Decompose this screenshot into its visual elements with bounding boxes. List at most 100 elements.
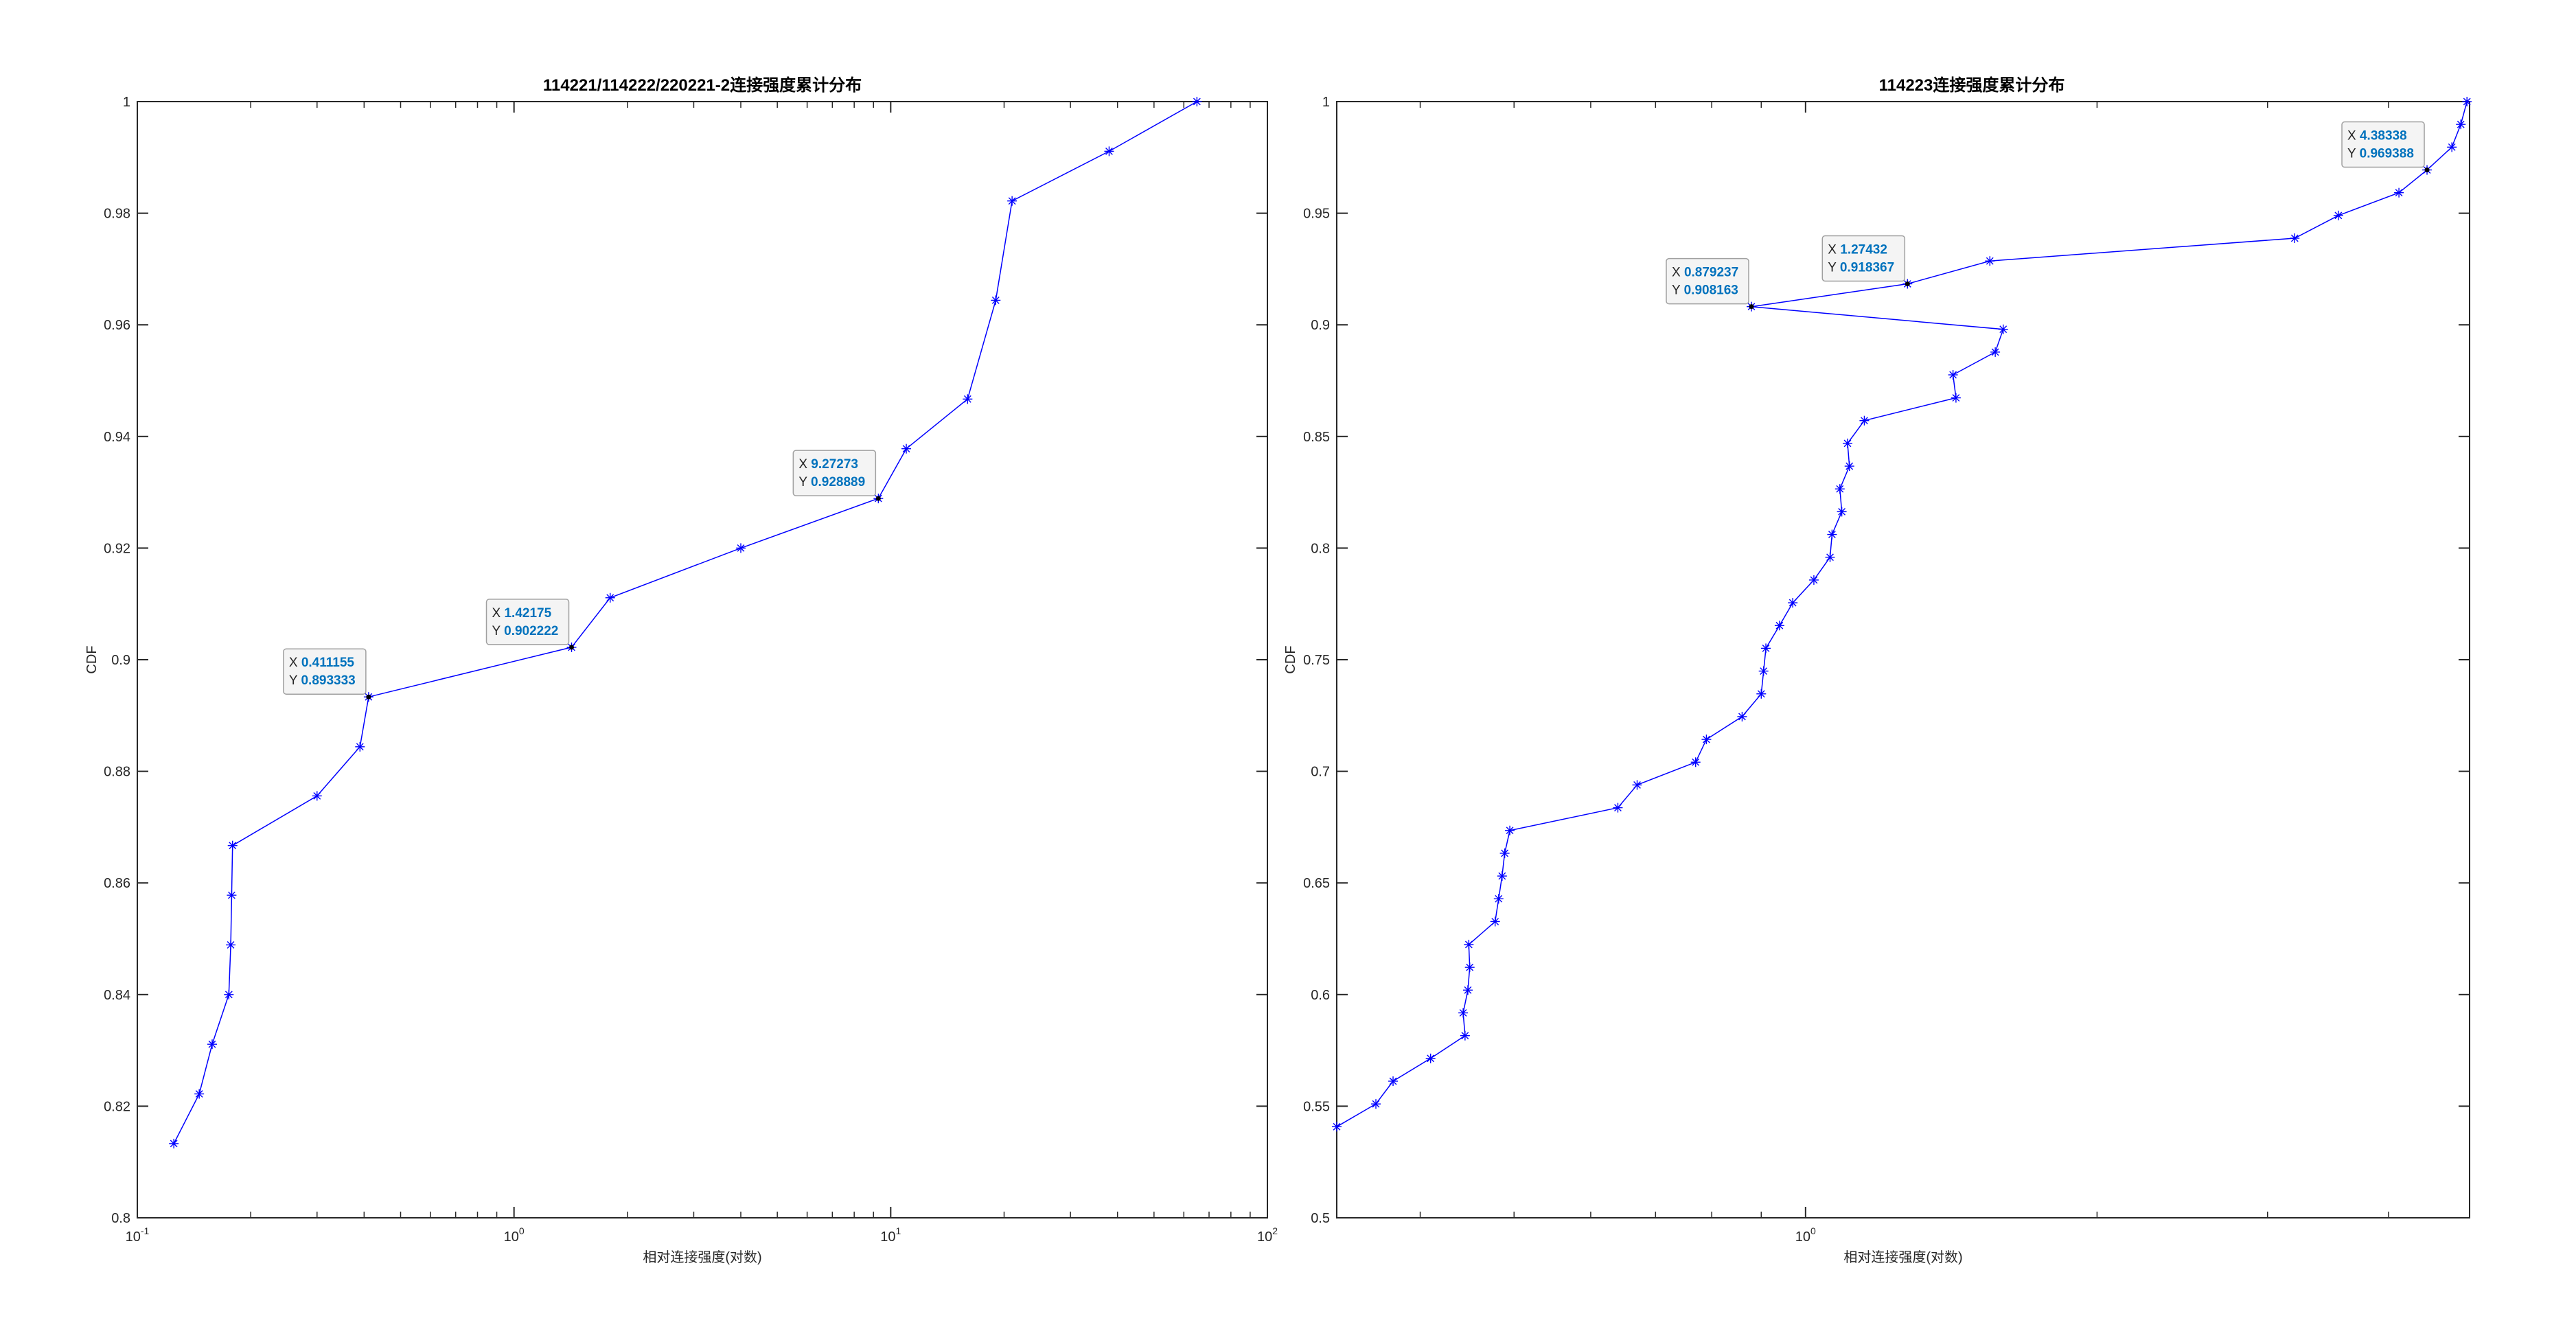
- data-point-marker: [1837, 507, 1847, 517]
- x-tick-label: 100: [504, 1225, 525, 1245]
- y-tick-label: 0.55: [1303, 1099, 1330, 1114]
- y-tick-label: 0.84: [104, 988, 130, 1003]
- datatip-marker: [2424, 168, 2430, 173]
- data-point-marker: [1948, 370, 1958, 380]
- data-point-marker: [226, 940, 236, 950]
- data-point-marker: [1774, 621, 1784, 631]
- data-point-marker: [2333, 210, 2343, 220]
- data-point-marker: [1835, 484, 1845, 494]
- left-y-axis-label: CDF: [84, 645, 100, 673]
- right-axes[interactable]: 114223连接强度累计分布 0.50.550.60.650.70.750.80…: [1283, 76, 2472, 1265]
- left-tick-labels: 0.8 0.82 0.84 0.86 0.88 0.9 0.92 0.94 0.96 0.98 1 1…: [104, 95, 1278, 1245]
- data-point-marker: [1104, 146, 1114, 157]
- data-point-marker: [1788, 598, 1798, 608]
- y-tick-label: 1: [123, 95, 130, 110]
- right-y-axis-label: CDF: [1283, 645, 1298, 673]
- data-point-marker: [1505, 825, 1515, 835]
- data-point-marker: [1332, 1122, 1342, 1132]
- data-point-marker: [1425, 1053, 1436, 1063]
- data-point-marker: [1464, 939, 1474, 949]
- data-point-marker: [1464, 962, 1475, 973]
- left-x-axis-label: 相对连接强度(对数): [643, 1249, 761, 1265]
- data-point-marker: [224, 989, 234, 1000]
- y-tick-label: 0.8: [111, 1211, 130, 1226]
- y-tick-label: 1: [1322, 95, 1330, 110]
- datatip-box: [1821, 235, 1906, 282]
- datatip-marker: [1905, 281, 1910, 286]
- datatip-marker: [1749, 304, 1754, 310]
- datatip[interactable]: X 0.411155 Y 0.893333: [283, 648, 371, 700]
- datatip[interactable]: X 1.27432 Y 0.918367: [1821, 235, 1910, 286]
- datatip-box: [283, 648, 367, 695]
- data-point-marker: [227, 840, 238, 851]
- right-chart-title: 114223连接强度累计分布: [1879, 76, 2065, 95]
- data-point-marker: [2462, 97, 2472, 106]
- y-tick-label: 0.85: [1303, 430, 1330, 445]
- datatip-box: [2341, 121, 2425, 168]
- data-point-marker: [1462, 985, 1473, 995]
- y-tick-label: 0.6: [1311, 988, 1330, 1003]
- datatip-x-line: X 9.27273: [798, 457, 858, 472]
- datatip-x-line: X 0.411155: [289, 656, 355, 670]
- y-tick-label: 0.98: [104, 207, 130, 222]
- data-point-marker: [355, 741, 365, 752]
- datatip-box: [485, 599, 570, 645]
- y-tick-label: 0.9: [111, 653, 130, 668]
- series-line: [1336, 101, 2468, 1127]
- data-point-marker: [312, 791, 322, 801]
- data-point-marker: [2290, 233, 2300, 244]
- y-tick-label: 0.5: [1311, 1211, 1330, 1226]
- x-tick-label: 101: [880, 1225, 901, 1245]
- left-chart-title: 114221/114222/220221-2连接强度累计分布: [543, 76, 862, 95]
- datatip-y-line: Y 0.902222: [492, 624, 559, 638]
- datatip-marker: [569, 645, 575, 650]
- data-point-marker: [1756, 689, 1767, 699]
- y-tick-label: 0.7: [1311, 765, 1330, 780]
- data-point-marker: [963, 394, 973, 404]
- y-tick-label: 0.95: [1303, 207, 1330, 222]
- y-tick-label: 0.94: [104, 430, 130, 445]
- left-series-line: [169, 97, 1202, 1148]
- datatip-y-line: Y 0.928889: [798, 475, 865, 489]
- data-point-marker: [1951, 393, 1961, 403]
- y-tick-label: 0.82: [104, 1099, 130, 1114]
- datatip[interactable]: X 1.42175 Y 0.902222: [485, 599, 575, 650]
- left-ticks: [137, 101, 1268, 1218]
- right-ticks: [1337, 101, 2470, 1218]
- x-tick-label: 102: [1257, 1225, 1278, 1245]
- data-point-marker: [1990, 347, 2001, 357]
- data-point-marker: [1737, 711, 1747, 721]
- datatip-y-line: Y 0.908163: [1672, 284, 1738, 298]
- y-tick-label: 0.65: [1303, 876, 1330, 891]
- datatip-box: [1666, 257, 1749, 305]
- data-point-marker: [1859, 415, 1870, 426]
- data-point-marker: [735, 543, 746, 553]
- x-tick-label: 100: [1795, 1225, 1816, 1245]
- data-point-marker: [1388, 1076, 1399, 1086]
- data-point-marker: [1460, 1030, 1470, 1041]
- datatip[interactable]: X 9.27273 Y 0.928889: [792, 450, 881, 501]
- x-tick-label: 10-1: [126, 1225, 150, 1245]
- data-point-marker: [1761, 643, 1771, 654]
- left-axes[interactable]: 114221/114222/220221-2连接强度累计分布 0.8 0.82 0.…: [84, 76, 1278, 1265]
- y-tick-label: 0.92: [104, 541, 130, 556]
- data-point-marker: [1458, 1008, 1469, 1018]
- data-point-marker: [2394, 187, 2404, 198]
- data-point-marker: [207, 1039, 217, 1050]
- data-point-marker: [1842, 438, 1852, 448]
- data-point-marker: [1613, 802, 1623, 813]
- data-point-marker: [1808, 575, 1819, 585]
- data-point-marker: [1490, 916, 1500, 927]
- datatip-box: [792, 450, 877, 496]
- datatip-y-line: Y 0.893333: [289, 673, 356, 688]
- data-point-marker: [605, 592, 615, 603]
- right-series-line: [1332, 97, 2472, 1132]
- data-point-marker: [1827, 529, 1837, 540]
- y-tick-label: 0.9: [1311, 318, 1330, 333]
- datatip[interactable]: X 4.38338 Y 0.969388: [2341, 121, 2430, 173]
- datatip[interactable]: X 0.879237 Y 0.908163: [1666, 257, 1754, 310]
- data-point-marker: [901, 443, 912, 454]
